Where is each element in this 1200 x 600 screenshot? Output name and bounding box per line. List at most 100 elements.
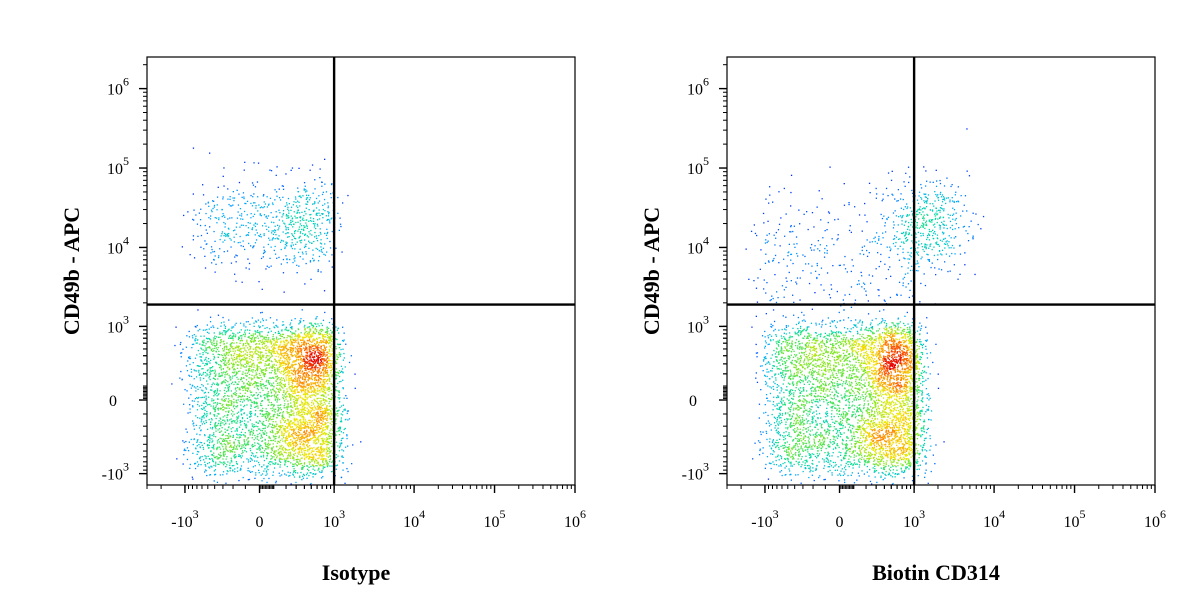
- event-point: [250, 351, 252, 353]
- event-point: [312, 473, 314, 475]
- event-point: [336, 329, 338, 331]
- event-point: [223, 396, 225, 398]
- event-point: [280, 365, 282, 367]
- event-point: [272, 416, 275, 418]
- event-point: [321, 448, 323, 450]
- event-point: [307, 410, 310, 412]
- event-point: [242, 345, 244, 347]
- event-point: [232, 469, 234, 471]
- event-point: [265, 434, 268, 436]
- event-point: [290, 435, 292, 438]
- event-point: [274, 371, 276, 373]
- event-point: [287, 443, 289, 445]
- event-point: [316, 426, 318, 428]
- event-point: [222, 406, 225, 408]
- event-point: [274, 411, 276, 413]
- event-point: [299, 396, 302, 399]
- event-point: [340, 476, 343, 478]
- event-point: [220, 430, 223, 432]
- event-point: [317, 448, 319, 450]
- event-point: [260, 369, 263, 371]
- event-point: [240, 434, 242, 436]
- event-point: [311, 400, 313, 402]
- event-point: [311, 437, 313, 440]
- event-point: [270, 330, 272, 332]
- event-point: [338, 460, 341, 462]
- event-point: [231, 371, 234, 374]
- event-point: [303, 326, 305, 328]
- event-point: [312, 347, 314, 350]
- event-point: [277, 431, 279, 434]
- event-point: [254, 414, 256, 416]
- event-point: [315, 429, 318, 431]
- event-point: [319, 400, 321, 402]
- event-point: [272, 443, 274, 445]
- event-point: [322, 376, 325, 378]
- event-point: [229, 440, 231, 442]
- event-point: [326, 327, 328, 329]
- event-point: [240, 410, 242, 412]
- event-point: [301, 451, 303, 453]
- event-point: [322, 341, 324, 343]
- event-point: [246, 398, 249, 400]
- event-point: [281, 346, 283, 348]
- event-point: [304, 447, 306, 449]
- event-point: [322, 417, 324, 420]
- event-point: [309, 322, 311, 324]
- event-point: [225, 358, 227, 360]
- event-point: [248, 343, 250, 345]
- event-point: [196, 461, 199, 463]
- event-point: [299, 460, 301, 462]
- event-point: [331, 350, 333, 352]
- event-point: [286, 357, 288, 359]
- event-point: [340, 353, 342, 355]
- event-point: [233, 342, 235, 344]
- event-point: [217, 446, 219, 448]
- event-point: [258, 446, 260, 449]
- event-point: [305, 393, 307, 395]
- event-point: [301, 376, 303, 378]
- event-point: [301, 365, 303, 367]
- event-point: [283, 451, 285, 453]
- event-point: [322, 354, 325, 357]
- event-point: [239, 455, 241, 458]
- event-point: [225, 435, 227, 437]
- event-point: [318, 428, 321, 430]
- event-point: [326, 340, 328, 343]
- event-point: [267, 338, 269, 340]
- event-point: [220, 462, 222, 464]
- event-point: [229, 400, 231, 402]
- event-point: [307, 379, 309, 381]
- event-point: [337, 445, 339, 447]
- event-point: [280, 457, 282, 460]
- event-point: [273, 410, 275, 412]
- event-point: [309, 378, 311, 380]
- event-point: [213, 332, 215, 334]
- event-point: [224, 462, 226, 464]
- event-point: [248, 369, 251, 371]
- event-point: [304, 400, 306, 402]
- event-point: [282, 370, 285, 372]
- event-point: [223, 348, 226, 350]
- event-point: [305, 420, 307, 423]
- event-point: [223, 451, 225, 453]
- event-point: [308, 445, 311, 447]
- event-point: [260, 474, 262, 476]
- event-point: [282, 416, 285, 418]
- event-point: [238, 479, 240, 482]
- event-point: [289, 444, 291, 446]
- event-point: [277, 356, 280, 358]
- event-point: [280, 381, 282, 383]
- event-point: [180, 352, 182, 354]
- event-point: [266, 455, 268, 457]
- event-point: [331, 360, 333, 362]
- event-point: [273, 339, 275, 341]
- event-point: [275, 336, 278, 338]
- event-point: [285, 449, 288, 451]
- event-point: [309, 337, 311, 340]
- event-point: [276, 369, 279, 371]
- event-point: [231, 381, 234, 383]
- event-point: [196, 397, 198, 399]
- event-point: [227, 361, 230, 363]
- event-point: [322, 399, 324, 401]
